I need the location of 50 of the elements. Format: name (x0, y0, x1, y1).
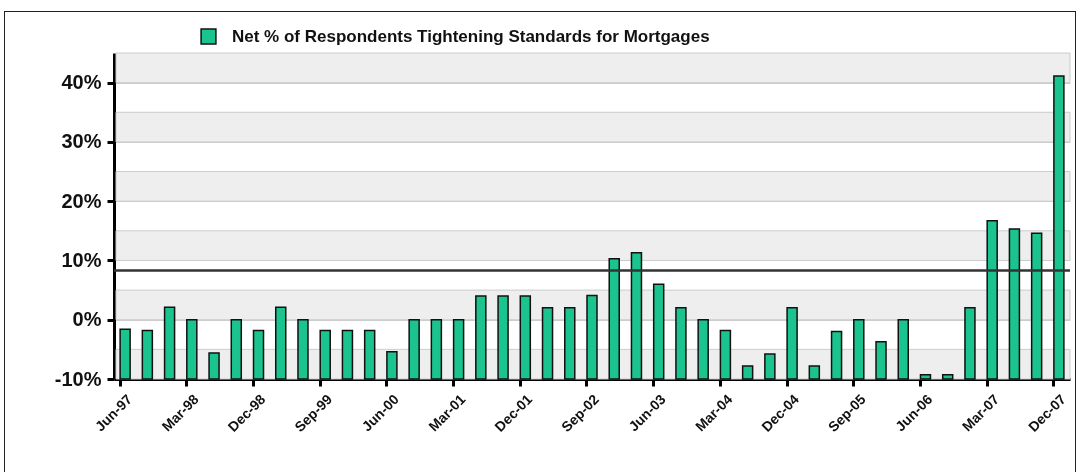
bar (941, 374, 954, 380)
y-tick-label: 10% (61, 248, 102, 271)
bar (363, 329, 376, 380)
bar (675, 307, 687, 380)
bar (475, 295, 487, 380)
bar (608, 257, 620, 380)
bar (119, 328, 131, 380)
bar (919, 374, 932, 380)
bar (986, 219, 998, 380)
bar (163, 306, 176, 380)
bar (1008, 228, 1021, 380)
bar (808, 365, 821, 380)
bar (964, 307, 976, 380)
bar (897, 318, 910, 380)
bar (297, 318, 309, 380)
bar (697, 318, 709, 380)
bar (341, 329, 354, 380)
bar (141, 329, 154, 380)
legend-label: Net % of Respondents Tightening Standards for Mortgages (232, 26, 710, 46)
bar (497, 295, 509, 380)
bar (208, 352, 220, 380)
bar (186, 318, 198, 380)
bar (830, 330, 843, 380)
bar (319, 329, 331, 380)
bar (1030, 232, 1043, 380)
bar (1053, 75, 1065, 380)
bar (630, 252, 643, 380)
bar (541, 307, 554, 380)
bar (408, 318, 420, 380)
bar (764, 353, 776, 380)
bar (252, 329, 265, 380)
bar (230, 318, 243, 380)
bar (519, 295, 532, 380)
y-tick-label: 40% (61, 71, 102, 94)
y-tick-label: 0% (72, 308, 102, 331)
bar (853, 318, 865, 380)
bar (741, 365, 754, 380)
bar (586, 294, 598, 380)
bar (719, 329, 732, 380)
bar (652, 283, 665, 380)
bar (786, 307, 798, 380)
bar (875, 340, 887, 380)
bar (430, 318, 443, 380)
y-tick-label: 20% (61, 189, 102, 212)
y-tick-label: -10% (54, 367, 102, 390)
bar (452, 318, 465, 380)
bar (564, 307, 576, 380)
y-tick-label: 30% (61, 130, 102, 153)
bar (274, 306, 287, 380)
bar (386, 350, 398, 380)
